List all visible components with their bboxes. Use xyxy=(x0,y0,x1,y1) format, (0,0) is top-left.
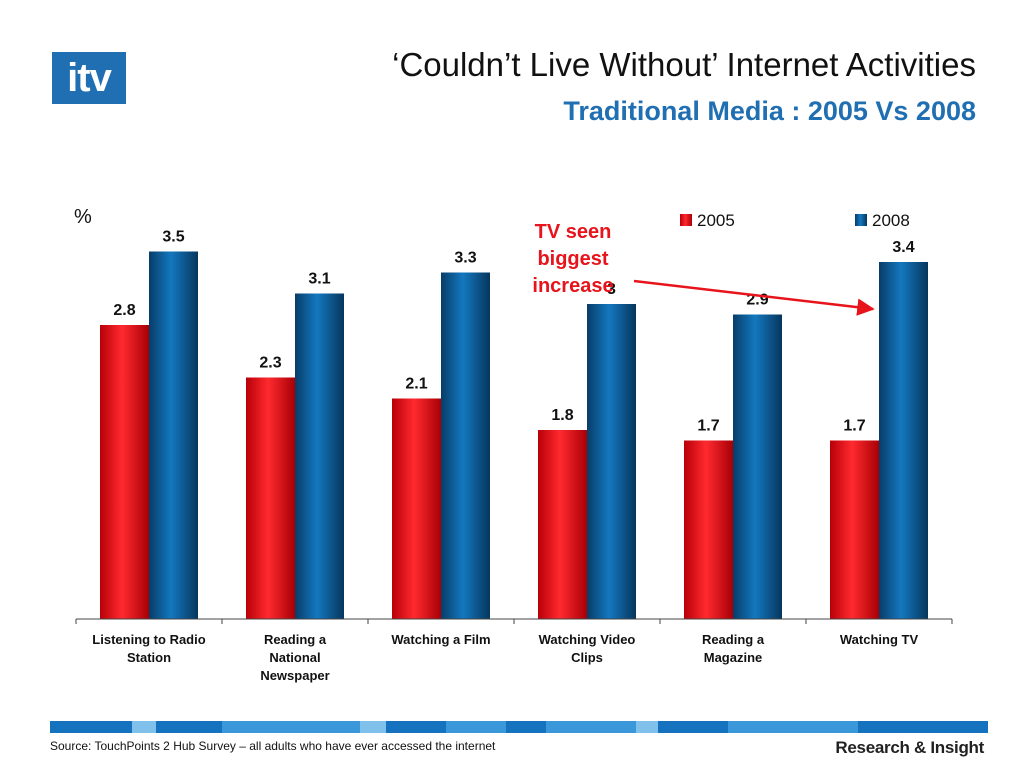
page-subtitle: Traditional Media : 2005 Vs 2008 xyxy=(563,96,976,126)
legend-swatch-2008 xyxy=(855,214,867,226)
category-label-2: Watching a Film xyxy=(391,632,490,647)
legend-label-2005: 2005 xyxy=(697,211,735,230)
legend-swatch-2005 xyxy=(680,214,692,226)
bar-2008-2 xyxy=(441,272,490,619)
value-label-2005-3: 1.8 xyxy=(551,407,573,424)
value-label-2005-0: 2.8 xyxy=(113,302,135,319)
itv-logo: itv xyxy=(52,52,126,104)
value-label-2005-1: 2.3 xyxy=(259,355,281,372)
bar-2005-4 xyxy=(684,440,733,619)
bar-2008-3 xyxy=(587,304,636,619)
value-label-2005-4: 1.7 xyxy=(697,418,719,435)
category-label-4: Reading a Magazine xyxy=(702,632,765,665)
bar-2005-3 xyxy=(538,430,587,619)
value-label-2008-1: 3.1 xyxy=(308,271,330,288)
bar-2005-2 xyxy=(392,398,441,619)
bar-2008-1 xyxy=(295,293,344,619)
category-label-1: Reading a National Newspaper xyxy=(260,632,329,683)
category-label-0: Listening to Radio Station xyxy=(92,632,205,665)
value-label-2005-5: 1.7 xyxy=(843,418,865,435)
annotation-arrow xyxy=(633,279,875,316)
annotation-text: TV seen biggest increase xyxy=(532,221,613,297)
bar-2005-5 xyxy=(830,440,879,619)
footer-color-band xyxy=(50,721,988,733)
category-label-3: Watching Video Clips xyxy=(539,632,636,665)
bar-2005-0 xyxy=(100,325,149,619)
value-label-2008-0: 3.5 xyxy=(162,229,184,246)
research-insight-logo: Research & Insight xyxy=(835,738,984,757)
value-label-2008-3: 3 xyxy=(607,281,616,298)
page-title: ‘Couldn’t Live Without’ Internet Activit… xyxy=(392,46,976,83)
y-axis-label: % xyxy=(74,206,92,228)
source-note: Source: TouchPoints 2 Hub Survey – all a… xyxy=(50,739,496,753)
value-label-2008-2: 3.3 xyxy=(454,250,476,267)
value-label-2005-2: 2.1 xyxy=(405,376,427,393)
bar-chart: % 2.82.32.11.81.7 1.73.53.13.332.93.4 Lis… xyxy=(74,206,953,683)
bar-2005-1 xyxy=(246,377,295,619)
bar-2008-4 xyxy=(733,314,782,619)
bar-2008-5 xyxy=(879,262,928,619)
bar-2008-0 xyxy=(149,251,198,619)
legend-label-2008: 2008 xyxy=(872,211,910,230)
category-label-5: Watching TV xyxy=(840,632,919,647)
value-label-2008-5: 3.4 xyxy=(892,239,914,256)
